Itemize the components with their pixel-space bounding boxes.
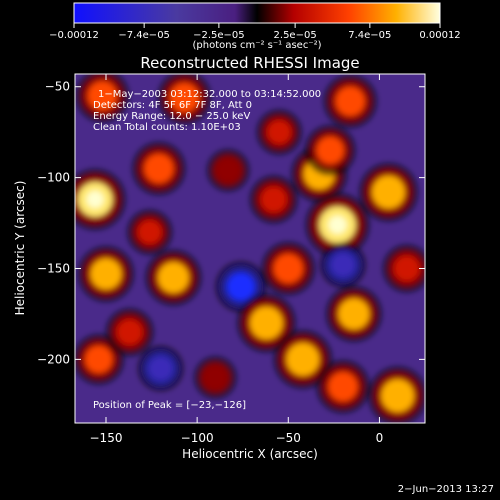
colorbar — [73, 2, 441, 24]
heatmap-blob — [138, 345, 184, 392]
heatmap-blob — [105, 308, 154, 357]
y-tick-label: −100 — [37, 171, 70, 185]
colorbar-tick-label: 0.00012 — [419, 30, 460, 41]
colorbar-tick-label: −7.4e−05 — [118, 30, 170, 41]
x-axis-label: Heliocentric X (arcsec) — [182, 447, 318, 461]
x-tick-label: −100 — [181, 431, 214, 445]
y-axis-label: Heliocentric Y (arcsec) — [13, 181, 27, 316]
heatmap-blob — [323, 74, 377, 128]
annotation-detectors: Detectors: 4F 5F 6F 7F 8F, Att 0 — [93, 100, 252, 111]
heatmap-blob — [273, 330, 333, 389]
plot-background — [75, 74, 425, 423]
y-tick-label: −150 — [37, 261, 70, 275]
heatmap-blob — [75, 168, 126, 231]
colorbar-tick-label: −0.00012 — [49, 30, 99, 41]
heatmap-blob — [256, 109, 302, 155]
colorbar-ticks: −0.00012 −7.4e−05 −2.5e−05 2.5e−05 7.4e−05 0.… — [49, 23, 461, 41]
plot-frame — [74, 73, 426, 424]
heatmap-blob — [382, 244, 425, 293]
heatmap-blob — [206, 149, 250, 192]
y-axis: −200 −150 −100 −50 — [37, 80, 425, 366]
x-tick-label: −150 — [90, 431, 123, 445]
heatmap-blob — [261, 241, 315, 296]
heatmap-blob — [194, 356, 237, 399]
colorbar-tick-label: 2.5e−05 — [274, 30, 317, 41]
heatmap-blob — [368, 366, 425, 423]
heatmap-blob — [249, 175, 298, 224]
annotation-time: 1−May−2003 03:12:32.000 to 03:14:52.000 — [98, 89, 321, 100]
y-tick-label: −50 — [45, 80, 70, 94]
heatmap-blob — [305, 192, 370, 257]
heatmap-blob — [75, 74, 130, 123]
footer-date: 2−Jun−2013 13:27 — [398, 484, 494, 495]
annotation-energy: Energy Range: 12.0 − 25.0 keV — [93, 111, 250, 122]
annotation-clean: Clean Total counts: 1.10E+03 — [93, 122, 241, 133]
colorbar-tick-label: 7.4e−05 — [348, 30, 391, 41]
heatmap-blob — [157, 74, 212, 125]
x-tick-label: 0 — [376, 431, 384, 445]
x-tick-label: −50 — [276, 431, 301, 445]
x-axis: −150 −100 −50 0 — [90, 74, 384, 445]
plot-area — [75, 74, 425, 423]
heatmap-blob — [359, 162, 418, 222]
heatmap-blob — [132, 141, 186, 196]
colorbar-unit-label: (photons cm⁻² s⁻¹ asec⁻²) — [192, 40, 321, 51]
y-tick-label: −200 — [37, 352, 70, 366]
heatmap-blob — [77, 245, 134, 302]
peak-position-label: Position of Peak = [−23,−126] — [93, 400, 246, 411]
heatmap-blob — [145, 249, 202, 306]
heatmap-blob — [127, 209, 173, 255]
heatmap-blob — [320, 242, 366, 288]
chart-title: Reconstructed RHESSI Image — [140, 54, 359, 72]
heatmap-blob — [325, 285, 382, 342]
colorbar-tick-label: −2.5e−05 — [193, 30, 245, 41]
heatmap-blob — [316, 359, 370, 414]
heatmap-blob — [304, 125, 356, 176]
heatmap-blob — [237, 293, 296, 353]
